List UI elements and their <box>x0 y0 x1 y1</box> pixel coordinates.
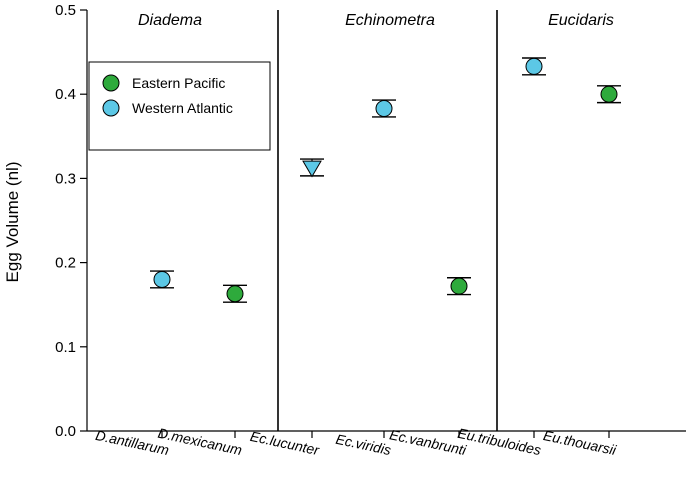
legend-label: Eastern Pacific <box>132 75 225 91</box>
category-label: Eu.tribuloides <box>456 425 542 458</box>
y-tick-label: 0.1 <box>55 339 76 356</box>
y-tick-label: 0.4 <box>55 86 76 103</box>
axes: 0.0 0.1 0.2 0.3 0.4 0.5 <box>55 2 686 440</box>
legend-marker <box>102 74 120 92</box>
y-tick-label: 0.5 <box>55 2 76 19</box>
data-point-triangle <box>302 160 322 178</box>
legend-marker <box>102 99 120 117</box>
y-tick-label: 0.0 <box>55 423 76 440</box>
y-tick-label: 0.2 <box>55 255 76 272</box>
group-labels: Diadema Echinometra Eucidaris <box>138 12 614 29</box>
category-label: Eu.thouarsii <box>542 427 619 458</box>
category-label: Ec.lucunter <box>249 428 322 458</box>
y-tick-label: 0.3 <box>55 170 76 187</box>
group-dividers <box>277 10 498 431</box>
group-label: Echinometra <box>345 12 435 29</box>
data-marks <box>150 57 621 303</box>
data-point <box>226 285 244 303</box>
data-point <box>153 270 171 288</box>
group-label: Eucidaris <box>548 12 614 29</box>
data-point <box>525 57 543 75</box>
legend-label: Western Atlantic <box>132 100 233 116</box>
y-axis-title: Egg Volume (nl) <box>3 162 22 283</box>
data-point <box>450 277 468 295</box>
legend: Eastern Pacific Western Atlantic <box>88 61 271 151</box>
data-point <box>600 85 618 103</box>
group-label: Diadema <box>138 12 202 29</box>
category-label: D.mexicanum <box>156 425 243 459</box>
data-point <box>375 100 393 118</box>
